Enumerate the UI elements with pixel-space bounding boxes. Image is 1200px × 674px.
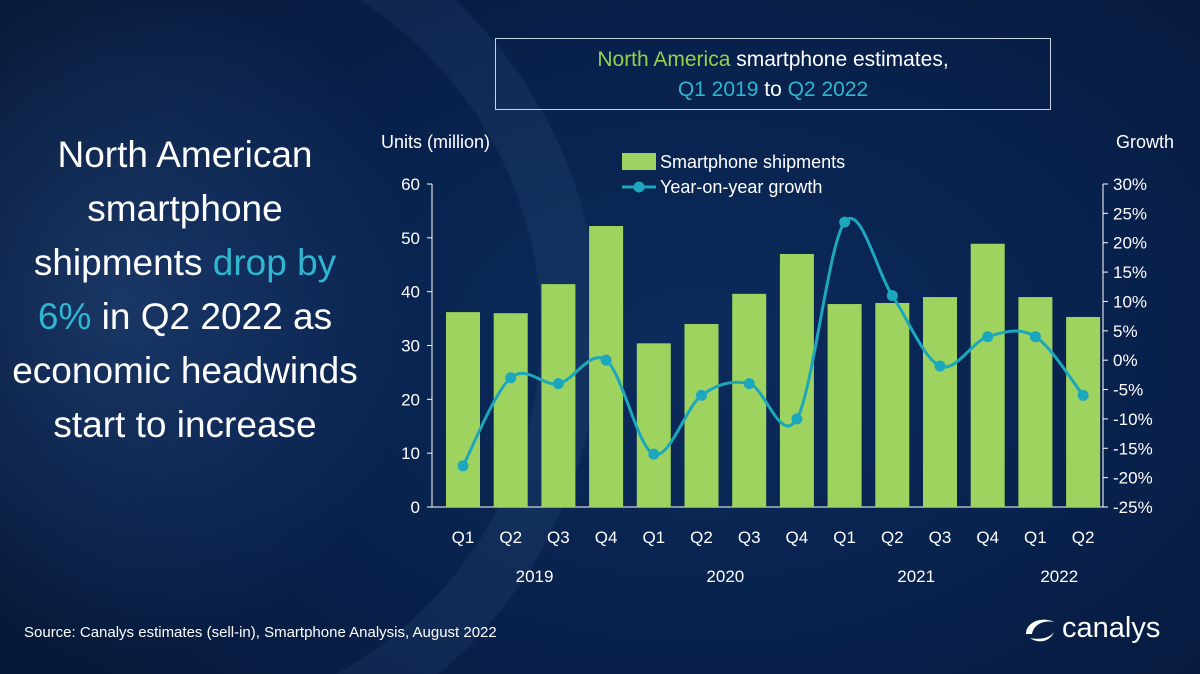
legend-line-marker [633,181,645,193]
title-region: North America [597,48,731,71]
growth-point [600,354,612,366]
year-label: 2019 [516,567,554,586]
y2-tick-label: 25% [1113,204,1147,223]
bar [1066,316,1101,507]
legend-bar-label: Smartphone shipments [660,152,845,172]
x-tick-label: Q2 [881,528,904,547]
y2-tick-label: -15% [1113,439,1153,458]
headline-text-2: in Q2 2022 as economic headwinds start t… [12,296,358,445]
growth-point [839,216,851,228]
year-label: 2021 [897,567,935,586]
y2-tick-label: 5% [1113,322,1138,341]
y2-tick-label: 0% [1113,351,1138,370]
bar [684,323,719,507]
x-tick-label: Q4 [786,528,809,547]
title-start: Q1 2019 [677,78,759,101]
chart: 0 10 20 30 40 50 60 -25% -20% -15% -10% -5% 0% 5% 10% 1… [381,132,1174,586]
y2-tick-label: -10% [1113,410,1153,429]
year-label: 2020 [706,567,744,586]
y2-axis-label: Growth [1116,132,1174,152]
y-tick-label: 20 [401,390,420,409]
x-tick-label: Q1 [452,528,475,547]
x-tick-label: Q1 [642,528,665,547]
bar [970,243,1005,507]
year-label: 2022 [1040,567,1078,586]
x-tick-label: Q2 [690,528,713,547]
chart-title: North America smartphone estimates, Q1 2… [495,38,1051,110]
growth-point [743,378,755,390]
x-tick-label: Q4 [595,528,618,547]
y-tick-label: 30 [401,337,420,356]
headline-highlight: drop by 6% [37,242,337,337]
y-tick-label: 40 [401,283,420,302]
title-mid: smartphone estimates, [730,48,949,71]
y2-tick-label: -5% [1113,381,1143,400]
canalys-logo: canalys [1022,612,1160,645]
y-tick-label: 10 [401,444,420,463]
bar [589,225,624,508]
bar [923,297,957,507]
growth-point [934,360,946,372]
growth-point [552,378,564,390]
y-tick-label: 60 [401,175,420,194]
y2-tick-label: 30% [1113,175,1147,194]
title-end: Q2 2022 [787,78,869,101]
y-tick-label: 0 [411,498,420,517]
bar [636,343,671,507]
y-tick-label: 50 [401,229,420,248]
source-note: Source: Canalys estimates (sell-in), Sma… [24,624,497,641]
growth-point [982,331,994,343]
growth-point [791,413,803,425]
y2-tick-label: 10% [1113,292,1147,311]
y2-tick-label: -25% [1113,498,1153,517]
growth-point [457,460,469,472]
bar [875,302,910,507]
headline: North American smartphone shipments drop… [10,128,360,452]
logo-text: canalys [1062,612,1161,644]
x-tick-label: Q2 [1072,528,1095,547]
growth-point [1077,389,1089,401]
y2-tick-label: -20% [1113,469,1153,488]
growth-point [648,448,660,460]
x-tick-label: Q3 [547,528,570,547]
y2-tick-label: 15% [1113,263,1147,282]
bar [446,312,480,507]
growth-line [461,217,1085,467]
bar [827,304,862,507]
x-tick-label: Q1 [833,528,856,547]
title-to: to [758,78,788,101]
x-tick-label: Q1 [1024,528,1047,547]
x-tick-label: Q4 [976,528,999,547]
y-axis-label: Units (million) [381,132,490,152]
growth-point [696,389,707,401]
bar [732,293,767,507]
x-tick-label: Q3 [929,528,952,547]
growth-point [505,372,517,384]
canalys-logo-icon [1026,619,1054,641]
bar [493,313,528,507]
growth-point [886,290,898,302]
legend-line-label: Year-on-year growth [660,177,822,197]
headline-text: North American smartphone shipments [33,134,313,283]
x-tick-label: Q2 [499,528,522,547]
x-tick-label: Q3 [738,528,761,547]
y2-tick-label: 20% [1113,234,1147,253]
bar [541,284,576,507]
growth-point [1029,331,1041,343]
legend-bar-swatch [622,153,656,170]
bar [1018,297,1053,507]
